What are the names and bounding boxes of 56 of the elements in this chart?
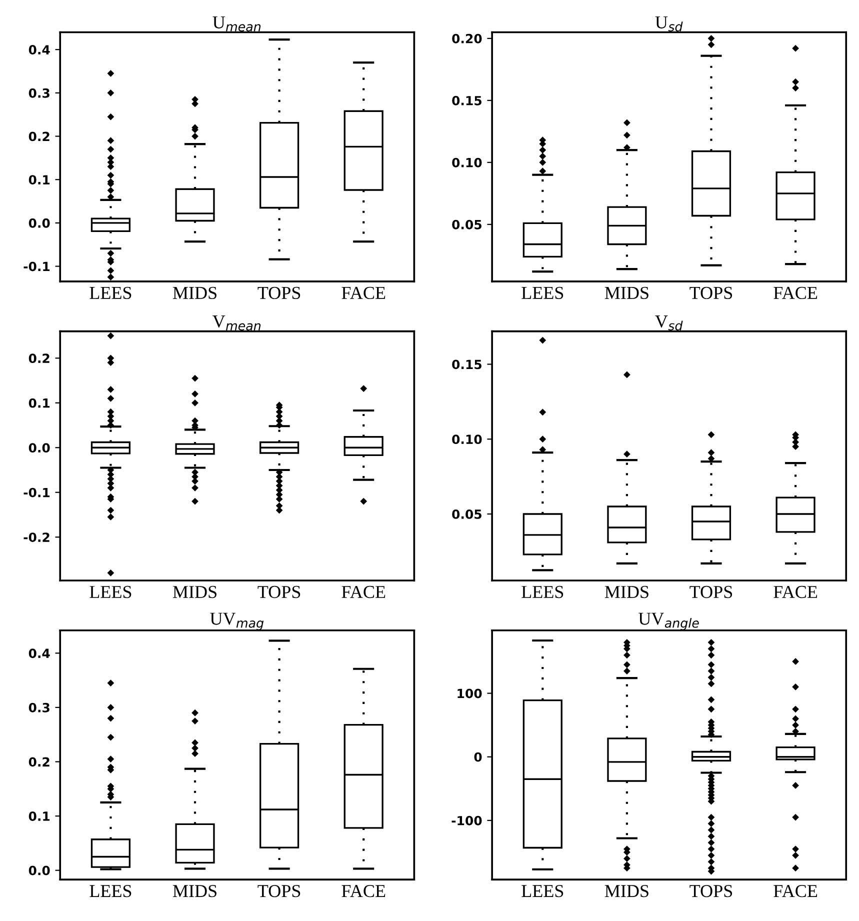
y-tick-label: 0.2	[28, 757, 50, 767]
x-tick-label: TOPS	[258, 286, 300, 300]
x-tick-label: MIDS	[604, 884, 648, 898]
x-tick-label: MIDS	[604, 286, 648, 300]
x-tick-label: TOPS	[690, 884, 732, 898]
chart-title: U$_{sd}$	[655, 16, 683, 32]
x-tick-label: FACE	[774, 884, 818, 898]
x-tick-label: MIDS	[172, 884, 216, 898]
y-tick-label: 0	[474, 752, 482, 762]
y-tick-label: 0.05	[452, 509, 482, 519]
y-tick-label: -0.1	[24, 262, 50, 272]
y-tick-label: -0.1	[24, 488, 50, 498]
chart-title: U$_{mean}$	[212, 16, 261, 32]
y-tick-label: 0.0	[28, 866, 50, 876]
x-tick-label: FACE	[774, 586, 818, 598]
chart-title: V$_{mean}$	[212, 316, 261, 330]
y-tick-label: 0.2	[28, 132, 50, 142]
x-tick-label: TOPS	[690, 286, 732, 300]
chart-title: V$_{sd}$	[655, 316, 683, 330]
y-tick-label: -100	[452, 816, 482, 826]
x-tick-label: LEES	[90, 286, 132, 300]
y-tick-label: 0.0	[28, 443, 50, 453]
chart-title: UV$_{mag}$	[210, 612, 264, 630]
y-tick-label: 0.2	[28, 354, 50, 364]
y-tick-label: 0.0	[28, 218, 50, 228]
y-tick-label: 0.20	[452, 34, 482, 44]
x-tick-label: FACE	[342, 586, 386, 598]
x-tick-label: FACE	[774, 286, 818, 300]
x-tick-label: TOPS	[258, 884, 300, 898]
y-tick-label: -0.2	[24, 532, 50, 542]
y-tick-label: 0.15	[452, 96, 482, 106]
y-tick-label: 0.10	[452, 434, 482, 444]
x-tick-label: LEES	[522, 286, 564, 300]
x-tick-label: TOPS	[258, 586, 300, 598]
x-tick-label: MIDS	[604, 586, 648, 598]
y-tick-label: 0.05	[452, 220, 482, 230]
y-tick-label: 0.1	[28, 812, 50, 821]
y-tick-label: 0.1	[28, 398, 50, 408]
x-tick-label: LEES	[90, 586, 132, 598]
chart-title: UV$_{angle}$	[638, 612, 699, 630]
x-tick-label: FACE	[342, 884, 386, 898]
x-tick-label: FACE	[342, 286, 386, 300]
x-tick-label: LEES	[90, 884, 132, 898]
x-tick-label: MIDS	[172, 586, 216, 598]
y-tick-label: 0.1	[28, 175, 50, 185]
y-tick-label: 100	[458, 688, 482, 698]
y-tick-label: 0.3	[28, 88, 50, 98]
y-tick-label: 0.10	[452, 158, 482, 168]
x-tick-label: TOPS	[690, 586, 732, 598]
y-tick-label: 0.3	[28, 702, 50, 712]
x-tick-label: MIDS	[172, 286, 216, 300]
y-tick-label: 0.4	[28, 45, 50, 54]
y-tick-label: 0.4	[28, 648, 50, 658]
x-tick-label: LEES	[522, 586, 564, 598]
x-tick-label: LEES	[522, 884, 564, 898]
y-tick-label: 0.15	[452, 360, 482, 370]
